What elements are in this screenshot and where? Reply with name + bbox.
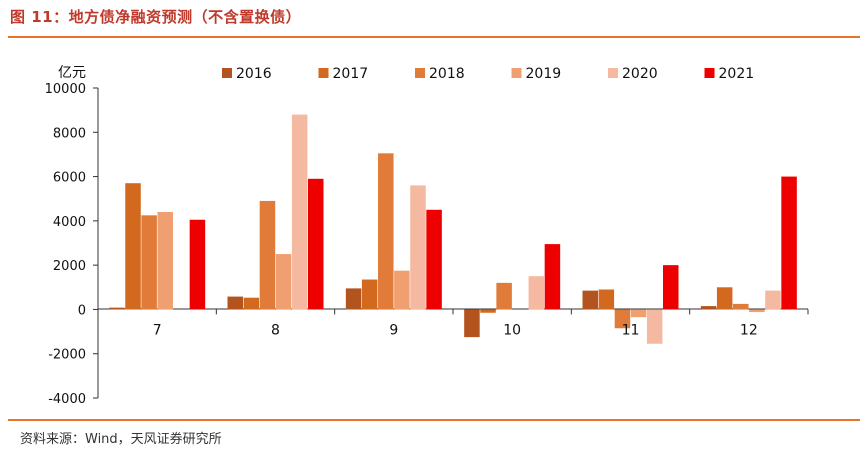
- y-tick-label: -2000: [48, 348, 86, 363]
- x-tick-label: 9: [389, 322, 398, 338]
- bar-2021-month-11: [663, 265, 679, 310]
- bar-2021-month-10: [544, 244, 561, 310]
- bar-2018-month-10: [496, 282, 512, 310]
- x-axis-ticks: 7 8 9 10 11 12: [97, 309, 809, 338]
- bar-2020-month-11: [646, 309, 663, 344]
- x-tick-label: 11: [622, 322, 640, 338]
- legend-label-2017: 2017: [333, 66, 369, 82]
- legend-label-2018: 2018: [429, 66, 465, 82]
- bar-2017-month-9: [361, 279, 378, 310]
- bar-2019-month-8: [275, 254, 292, 310]
- top-divider: [8, 36, 860, 38]
- bar-2021-month-7: [189, 219, 206, 310]
- y-tick-label: 4000: [53, 215, 86, 230]
- bar-2016-month-12: [700, 306, 717, 310]
- y-tick-label: 0: [78, 303, 86, 318]
- bar-2018-month-9: [378, 153, 394, 310]
- bar-2017-month-7: [125, 183, 141, 310]
- bar-2018-month-7: [141, 215, 157, 310]
- bar-2019-month-11: [630, 309, 647, 318]
- bar-2019-month-7: [157, 212, 173, 310]
- legend-swatch-2020: [608, 68, 618, 78]
- bar-2021-month-8: [308, 178, 324, 310]
- legend: 2016 2017 2018 2019 2020 2021: [222, 66, 754, 82]
- x-tick-label: 12: [740, 322, 758, 338]
- legend-swatch-2019: [511, 68, 522, 78]
- legend-label-2021: 2021: [719, 66, 755, 82]
- bar-2016-month-9: [345, 288, 362, 310]
- y-tick-label: -4000: [48, 392, 86, 407]
- bar-2020-month-10: [528, 276, 545, 310]
- bar-2021-month-12: [781, 176, 797, 310]
- bar-2018-month-11: [614, 309, 631, 329]
- bar-2020-month-9: [410, 185, 426, 310]
- legend-swatch-2021: [704, 68, 715, 78]
- x-tick-label: 7: [153, 322, 162, 338]
- bar-2018-month-8: [259, 200, 276, 310]
- bottom-divider: [8, 419, 860, 421]
- legend-label-2019: 2019: [526, 66, 562, 82]
- legend-swatch-2018: [415, 68, 425, 78]
- bars-group: [109, 114, 797, 344]
- bar-2019-month-9: [394, 270, 410, 310]
- bar-2016-month-11: [582, 290, 598, 310]
- bar-2018-month-12: [733, 303, 749, 310]
- y-tick-label: 8000: [53, 126, 86, 141]
- x-tick-label: 8: [271, 322, 280, 338]
- y-axis-unit-label: 亿元: [58, 65, 86, 81]
- legend-swatch-2016: [222, 68, 232, 78]
- legend-swatch-2017: [318, 68, 329, 78]
- y-tick-label: 10000: [45, 82, 86, 97]
- bar-2020-month-8: [291, 114, 308, 310]
- bar-2020-month-12: [765, 290, 781, 310]
- bar-2019-month-12: [749, 309, 765, 313]
- x-tick-label: 10: [503, 322, 521, 338]
- bar-2017-month-12: [716, 287, 733, 310]
- y-tick-label: 6000: [53, 171, 86, 186]
- y-tick-label: 2000: [53, 259, 86, 274]
- legend-label-2020: 2020: [622, 66, 658, 82]
- y-axis-ticks: 10000 8000 6000 4000 2000 0 -2000 -4000: [45, 82, 98, 407]
- legend-label-2016: 2016: [236, 66, 272, 82]
- bar-2017-month-11: [598, 289, 615, 310]
- bar-2021-month-9: [426, 209, 442, 310]
- bar-2016-month-8: [227, 296, 243, 310]
- source-note: 资料来源：Wind，天风证券研究所: [20, 432, 222, 447]
- chart-title: 图 11：地方债净融资预测（不含置换债）: [10, 8, 302, 26]
- bar-2016-month-7: [109, 307, 125, 310]
- bar-2017-month-8: [243, 297, 260, 310]
- bar-2017-month-10: [480, 309, 496, 313]
- bar-2016-month-10: [464, 309, 480, 338]
